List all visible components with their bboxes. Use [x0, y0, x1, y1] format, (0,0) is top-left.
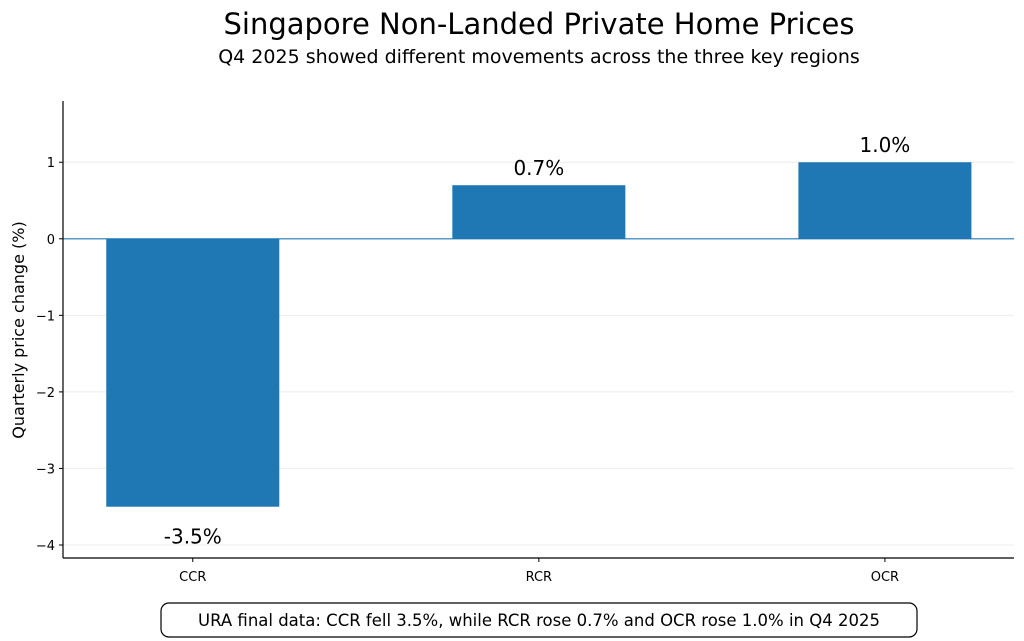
x-tick-label: RCR — [526, 570, 553, 585]
y-tick-label: 1 — [47, 156, 55, 171]
y-tick-label: −3 — [36, 462, 55, 477]
y-tick-label: −4 — [36, 539, 55, 554]
y-tick-label: −1 — [36, 309, 55, 324]
bar-ocr — [798, 162, 972, 239]
data-label: -3.5% — [164, 525, 222, 549]
y-axis-label: Quarterly price change (%) — [9, 221, 28, 438]
data-label: 0.7% — [513, 156, 564, 180]
x-tick-label: OCR — [871, 570, 899, 585]
chart-title: Singapore Non-Landed Private Home Prices — [223, 7, 854, 41]
data-label: 1.0% — [860, 133, 911, 157]
y-tick-label: −2 — [36, 386, 55, 401]
annotation-box: URA final data: CCR fell 3.5%, while RCR… — [160, 602, 918, 638]
bar-ccr — [106, 238, 280, 507]
annotation-text: URA final data: CCR fell 3.5%, while RCR… — [198, 611, 880, 630]
y-tick-label: 0 — [47, 233, 55, 248]
bar-rcr — [452, 185, 626, 239]
x-tick-label: CCR — [179, 570, 206, 585]
chart-subtitle: Q4 2025 showed different movements acros… — [218, 46, 860, 68]
